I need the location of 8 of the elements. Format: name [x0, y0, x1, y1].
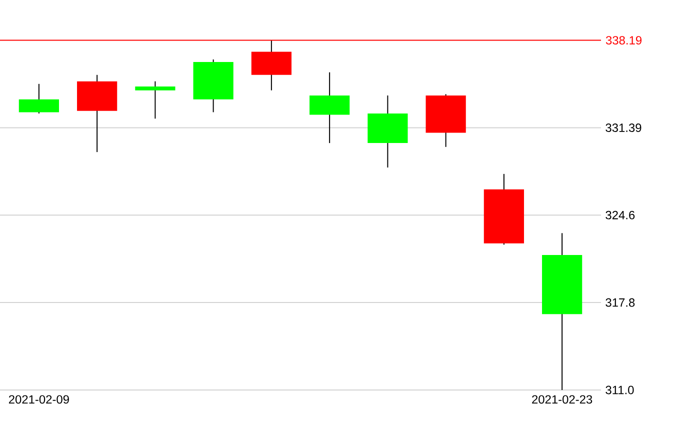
x-tick-label: 2021-02-23	[532, 395, 592, 404]
y-tick-label: 317.8	[606, 298, 635, 307]
ref-line-label: 338.19	[606, 36, 642, 45]
y-tick-label: 331.39	[606, 124, 642, 132]
x-tick-label: 2021-02-09	[8, 395, 69, 404]
y-tick-label: 324.6	[606, 210, 635, 220]
candlestick	[135, 80, 176, 120]
y-tick-label: 311.0	[606, 386, 634, 394]
